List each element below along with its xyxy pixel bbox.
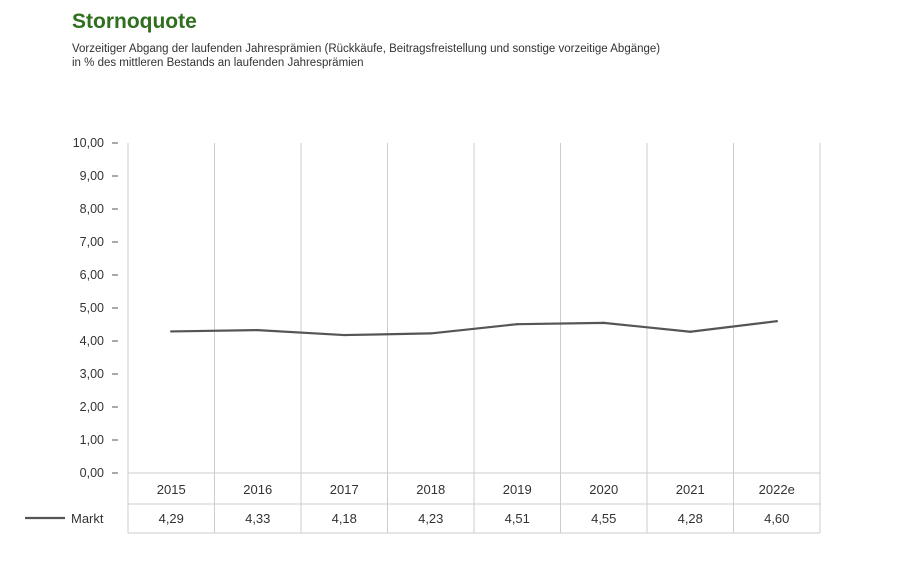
data-point	[602, 321, 605, 325]
y-tick-label: 2,00	[80, 400, 104, 414]
data-label: 4,51	[505, 511, 530, 526]
y-tick-label: 10,00	[73, 136, 104, 150]
series-line-markt	[171, 320, 777, 337]
chart-title: Stornoquote	[72, 10, 197, 33]
x-tick-label: 2022e	[759, 482, 795, 497]
y-tick-label: 9,00	[80, 169, 104, 183]
data-label: 4,29	[159, 511, 184, 526]
chart-grid	[127, 143, 821, 534]
x-tick-label: 2016	[243, 482, 272, 497]
x-tick-label: 2017	[330, 482, 359, 497]
y-tick-label: 1,00	[80, 433, 104, 447]
x-tick-label: 2015	[157, 482, 186, 497]
subtitle-line-1: Vorzeitiger Abgang der laufenden Jahresp…	[72, 43, 661, 55]
y-tick-label: 8,00	[80, 202, 104, 216]
y-tick-label: 7,00	[80, 235, 104, 249]
data-table: Markt 4,29 4,33 4,18 4,23 4,51 4,55 4,28 4,60 201…	[25, 482, 795, 526]
series-lines	[170, 320, 778, 337]
data-label: 4,18	[332, 511, 357, 526]
y-tick-label: 5,00	[80, 301, 104, 315]
y-tick-label: 6,00	[80, 268, 104, 282]
x-tick-label: 2019	[503, 482, 532, 497]
x-tick-label: 2020	[589, 482, 618, 497]
data-point	[775, 320, 778, 323]
y-tick-label: 3,00	[80, 367, 104, 381]
y-axis: 0,00 1,00 2,00 3,00 4,00 5,00 6,00 7,00 8,00 9,00…	[73, 136, 118, 480]
data-label: 4,60	[764, 511, 789, 526]
data-point	[256, 328, 259, 332]
chart-subtitle: Vorzeitiger Abgang der laufenden Jahresp…	[72, 42, 872, 70]
data-label: 4,23	[418, 511, 443, 526]
legend-label: Markt	[71, 511, 104, 526]
data-point	[689, 330, 692, 333]
x-tick-label: 2018	[416, 482, 445, 497]
y-tick-label: 4,00	[80, 334, 104, 348]
data-point	[170, 330, 173, 333]
data-label: 4,33	[245, 511, 270, 526]
data-point	[429, 332, 432, 335]
subtitle-line-2: in % des mittleren Bestands an laufenden…	[72, 57, 364, 69]
data-point	[343, 333, 346, 337]
data-label: 4,28	[678, 511, 703, 526]
data-label: 4,55	[591, 511, 616, 526]
y-tick-label: 0,00	[80, 466, 104, 480]
x-tick-label: 2021	[676, 482, 705, 497]
data-point	[516, 322, 519, 326]
